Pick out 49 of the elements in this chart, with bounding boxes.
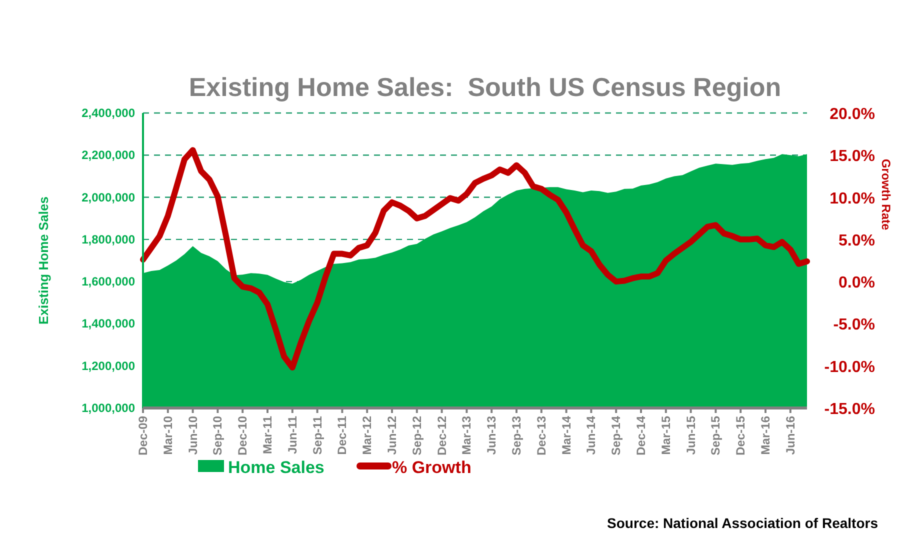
y2-tick-label: 0.0% — [838, 274, 875, 292]
x-tick-label: Jun-10 — [186, 416, 200, 455]
y-tick-label: 1,200,000 — [82, 358, 136, 373]
x-tick-label: Dec-15 — [734, 416, 748, 456]
x-tick-label: Mar-10 — [160, 416, 175, 455]
x-tick-label: Jun-13 — [484, 416, 499, 455]
x-tick-label: Sep-12 — [410, 416, 424, 456]
legend-label: % Growth — [392, 458, 472, 477]
x-tick-label: Sep-13 — [510, 416, 524, 456]
y2-tick-label: -5.0% — [833, 316, 875, 334]
x-tick-label: Jun-14 — [584, 416, 598, 455]
y-tick-label: 2,000,000 — [82, 190, 136, 204]
x-tick-label: Dec-11 — [335, 416, 350, 455]
y-tick-label: 1,800,000 — [82, 232, 136, 246]
y-tick-label: 1,600,000 — [82, 274, 136, 289]
x-tick-label: Jun-15 — [684, 416, 698, 455]
y2-tick-label: 10.0% — [830, 190, 875, 208]
y-axis-title: Existing Home Sales — [36, 196, 51, 324]
y-tick-label: 2,200,000 — [82, 148, 136, 162]
y2-axis-title: Growth Rate — [879, 158, 893, 230]
y2-tick-label: -15.0% — [824, 401, 875, 418]
y-tick-label: 1,400,000 — [82, 316, 136, 331]
x-tick-label: Sep-14 — [609, 416, 624, 456]
y2-tick-label: -10.0% — [824, 358, 875, 376]
x-tick-label: Mar-14 — [559, 416, 574, 455]
chart-title: Existing Home Sales: South US Census Region — [188, 72, 782, 102]
x-tick-label: Jun-16 — [783, 416, 798, 455]
source-note: Source: National Association of Realtors — [607, 515, 878, 531]
x-tick-label: Mar-12 — [360, 416, 374, 455]
y-tick-label: 2,400,000 — [82, 106, 136, 120]
x-tick-label: Sep-15 — [708, 416, 723, 456]
y2-tick-label: 20.0% — [830, 106, 875, 123]
x-tick-label: Mar-11 — [260, 416, 274, 454]
x-tick-label: Sep-11 — [310, 416, 324, 455]
x-tick-label: Mar-13 — [460, 416, 474, 455]
y2-tick-label: 5.0% — [838, 232, 875, 250]
x-tick-label: Jun-11 — [285, 416, 300, 454]
y2-tick-label: 15.0% — [830, 148, 875, 166]
y-tick-label: 1,000,000 — [82, 401, 136, 415]
legend-label: Home Sales — [228, 458, 324, 477]
x-tick-label: Dec-14 — [634, 416, 648, 456]
x-tick-label: Dec-13 — [534, 416, 548, 456]
x-tick-label: Sep-10 — [210, 416, 225, 456]
x-tick-label: Jun-12 — [385, 416, 399, 455]
x-tick-label: Dec-10 — [236, 416, 250, 456]
x-tick-label: Mar-16 — [758, 416, 772, 455]
x-tick-label: Dec-09 — [136, 416, 150, 456]
x-tick-label: Mar-15 — [658, 416, 673, 455]
x-tick-label: Dec-12 — [434, 416, 449, 456]
